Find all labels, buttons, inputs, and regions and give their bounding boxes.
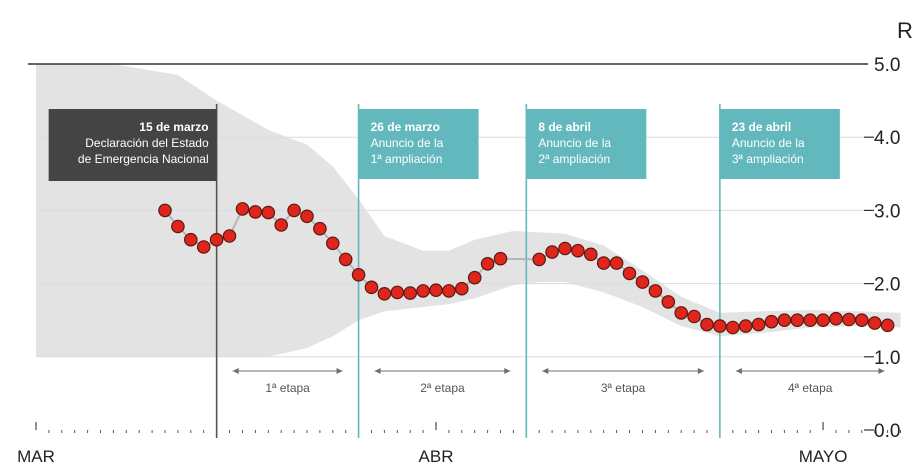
- data-point: [790, 313, 805, 327]
- data-point: [674, 306, 688, 320]
- stage-label: 2ª etapa: [420, 381, 465, 395]
- stage-label: 4ª etapa: [788, 381, 833, 395]
- stage-arrow-left: [735, 368, 742, 374]
- x-month-label: MAR: [17, 447, 55, 462]
- stage-arrow-left: [232, 368, 239, 374]
- stage-arrow-left: [542, 368, 549, 374]
- stage-label: 3ª etapa: [601, 381, 646, 395]
- data-point: [687, 309, 701, 324]
- stage-arrow-right: [504, 368, 511, 374]
- data-point: [364, 280, 379, 295]
- callout-date: 8 de abril: [538, 120, 591, 134]
- data-point: [287, 203, 301, 218]
- data-point: [713, 319, 727, 333]
- data-point: [300, 209, 314, 224]
- data-point: [803, 313, 817, 327]
- x-month-label: MAYO: [799, 447, 848, 462]
- data-point: [571, 243, 585, 258]
- data-point: [635, 275, 650, 289]
- data-point: [816, 313, 830, 327]
- data-point: [725, 320, 740, 335]
- data-point: [880, 318, 895, 333]
- callout-box: [719, 109, 840, 179]
- data-point: [196, 240, 211, 254]
- data-point: [532, 252, 546, 267]
- data-point: [442, 284, 456, 298]
- y-tick-label: 3.0: [874, 201, 900, 222]
- y-axis: 0.01.02.03.04.05.0: [874, 55, 900, 442]
- callout-text: Anuncio de la: [371, 136, 444, 150]
- data-point: [829, 311, 843, 326]
- data-point: [261, 205, 276, 220]
- data-point: [235, 202, 250, 216]
- callout-text: 3ª ampliación: [732, 152, 804, 166]
- data-point: [777, 313, 792, 327]
- series-r: [158, 202, 895, 335]
- data-point: [248, 205, 263, 219]
- stage-arrow-right: [878, 368, 885, 374]
- data-point: [390, 285, 405, 300]
- data-point: [751, 317, 766, 332]
- data-point: [480, 256, 495, 271]
- data-point: [222, 229, 237, 243]
- y-axis-title: R: [897, 18, 913, 43]
- y-tick-label: 2.0: [874, 275, 900, 296]
- callout-text: Anuncio de la: [538, 136, 611, 150]
- data-point: [403, 286, 417, 300]
- stage-label: 1ª etapa: [265, 381, 310, 395]
- data-point: [454, 281, 469, 296]
- data-point: [325, 236, 340, 251]
- data-point: [545, 245, 559, 259]
- data-point: [171, 219, 185, 234]
- data-point: [209, 232, 224, 247]
- data-point: [377, 286, 392, 301]
- callout-text: 2ª ampliación: [538, 152, 610, 166]
- data-point: [313, 221, 327, 236]
- callout-text: 1ª ampliación: [371, 152, 443, 166]
- data-point: [429, 283, 443, 297]
- y-tick-label: 4.0: [874, 128, 900, 149]
- data-point: [842, 312, 856, 327]
- data-point: [854, 313, 869, 327]
- data-point: [596, 256, 611, 270]
- data-point: [583, 247, 598, 262]
- data-point: [764, 314, 779, 329]
- callout-box: [48, 109, 217, 181]
- data-point: [351, 267, 366, 282]
- x-month-label: ABR: [419, 447, 454, 462]
- data-point: [609, 256, 624, 270]
- y-tick-label: 1.0: [874, 348, 900, 369]
- data-point: [493, 251, 508, 266]
- data-point: [867, 316, 882, 330]
- callout-date: 23 de abril: [732, 120, 791, 134]
- data-point: [622, 266, 637, 281]
- callout-text: de Emergencia Nacional: [78, 152, 209, 166]
- stage-arrows: 1ª etapa 2ª etapa 3ª etapa 4ª etapa: [232, 368, 885, 395]
- data-point: [274, 218, 288, 232]
- callout-date: 26 de marzo: [371, 120, 440, 134]
- callout-box: [358, 109, 479, 179]
- data-point: [338, 252, 353, 267]
- data-point: [648, 284, 663, 298]
- x-axis: MAR ABR MAYO: [17, 422, 901, 462]
- data-point: [661, 295, 676, 309]
- callout-date: 15 de marzo: [139, 120, 208, 134]
- data-point: [558, 241, 572, 256]
- stage-arrow-right: [697, 368, 704, 374]
- data-point: [467, 270, 482, 285]
- y-tick-label: 5.0: [874, 55, 900, 76]
- stage-arrow-right: [336, 368, 343, 374]
- data-point: [184, 232, 198, 247]
- data-point: [416, 284, 430, 298]
- data-point: [738, 319, 753, 333]
- callout-box: [526, 109, 647, 179]
- callout-text: Anuncio de la: [732, 136, 805, 150]
- stage-arrow-left: [374, 368, 381, 374]
- data-point: [700, 317, 714, 332]
- callout-text: Declaración del Estado: [85, 136, 209, 150]
- callouts: 15 de marzo Declaración del Estado de Emer…: [48, 109, 840, 181]
- data-point: [158, 203, 172, 218]
